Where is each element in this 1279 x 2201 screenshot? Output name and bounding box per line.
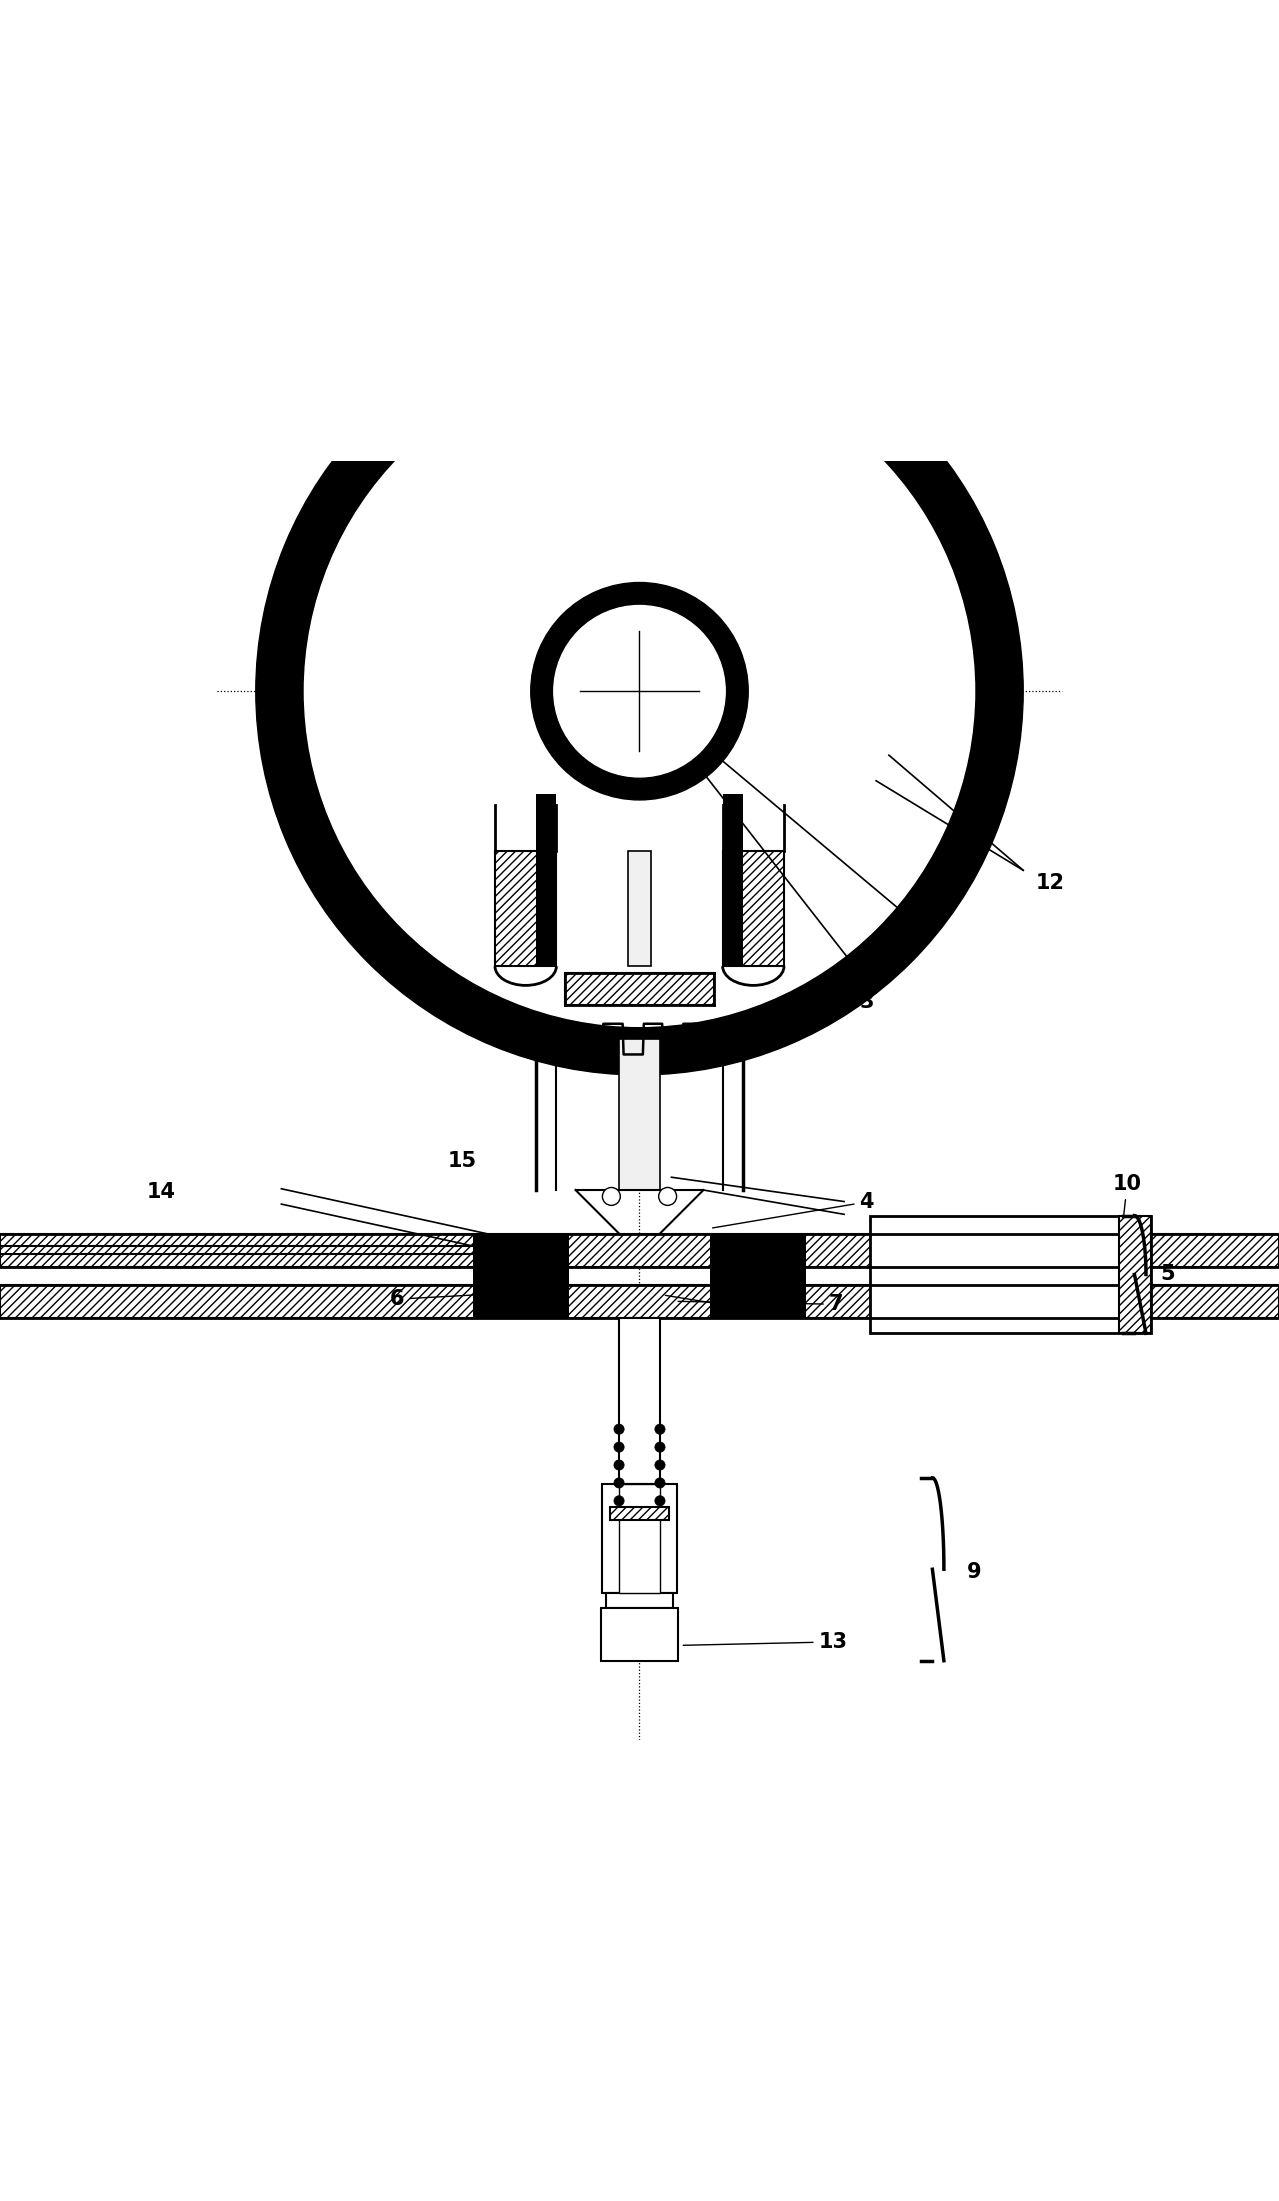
Bar [723,852,743,966]
Circle shape [655,1477,665,1488]
Circle shape [614,1442,624,1453]
Text: 12: 12 [1036,874,1065,894]
Bar [723,852,784,966]
Text: 13: 13 [683,1631,848,1653]
Bar [473,1233,569,1318]
Bar [723,795,743,852]
Bar [619,1039,660,1191]
Bar [619,1318,660,1483]
Circle shape [614,1424,624,1435]
Text: 4: 4 [712,1193,874,1228]
Text: 15: 15 [448,1151,477,1171]
Circle shape [655,1442,665,1453]
Text: 6: 6 [390,1290,567,1310]
Circle shape [304,357,975,1026]
Bar [606,1594,673,1609]
Circle shape [614,1477,624,1488]
Circle shape [655,1497,665,1505]
Bar [610,1508,669,1521]
Text: 3: 3 [859,993,874,1012]
Circle shape [602,1189,620,1206]
Text: 5: 5 [1160,1263,1174,1285]
Circle shape [655,1424,665,1435]
Text: 2: 2 [668,990,812,1010]
Circle shape [614,1459,624,1470]
Bar [710,1233,806,1318]
Bar [619,1483,660,1594]
Text: 10: 10 [1113,1173,1142,1219]
Circle shape [614,1497,624,1505]
Bar [1119,1215,1151,1334]
Bar [602,1483,677,1594]
Bar [565,973,714,1004]
Text: 14: 14 [147,1182,177,1202]
Text: 8: 8 [665,1296,775,1323]
Circle shape [554,605,725,777]
Text: 1: 1 [655,977,812,1001]
Text: 7: 7 [678,1294,843,1314]
Bar [536,795,556,852]
Bar [536,852,556,966]
Bar [0,1285,1279,1318]
Bar [628,852,651,966]
Bar [495,852,556,966]
Bar [601,1609,678,1662]
Circle shape [659,1189,677,1206]
Bar [0,1233,1279,1268]
Text: 11: 11 [693,960,816,988]
Circle shape [655,1459,665,1470]
Bar [870,1215,1151,1334]
Text: 9: 9 [967,1563,981,1583]
